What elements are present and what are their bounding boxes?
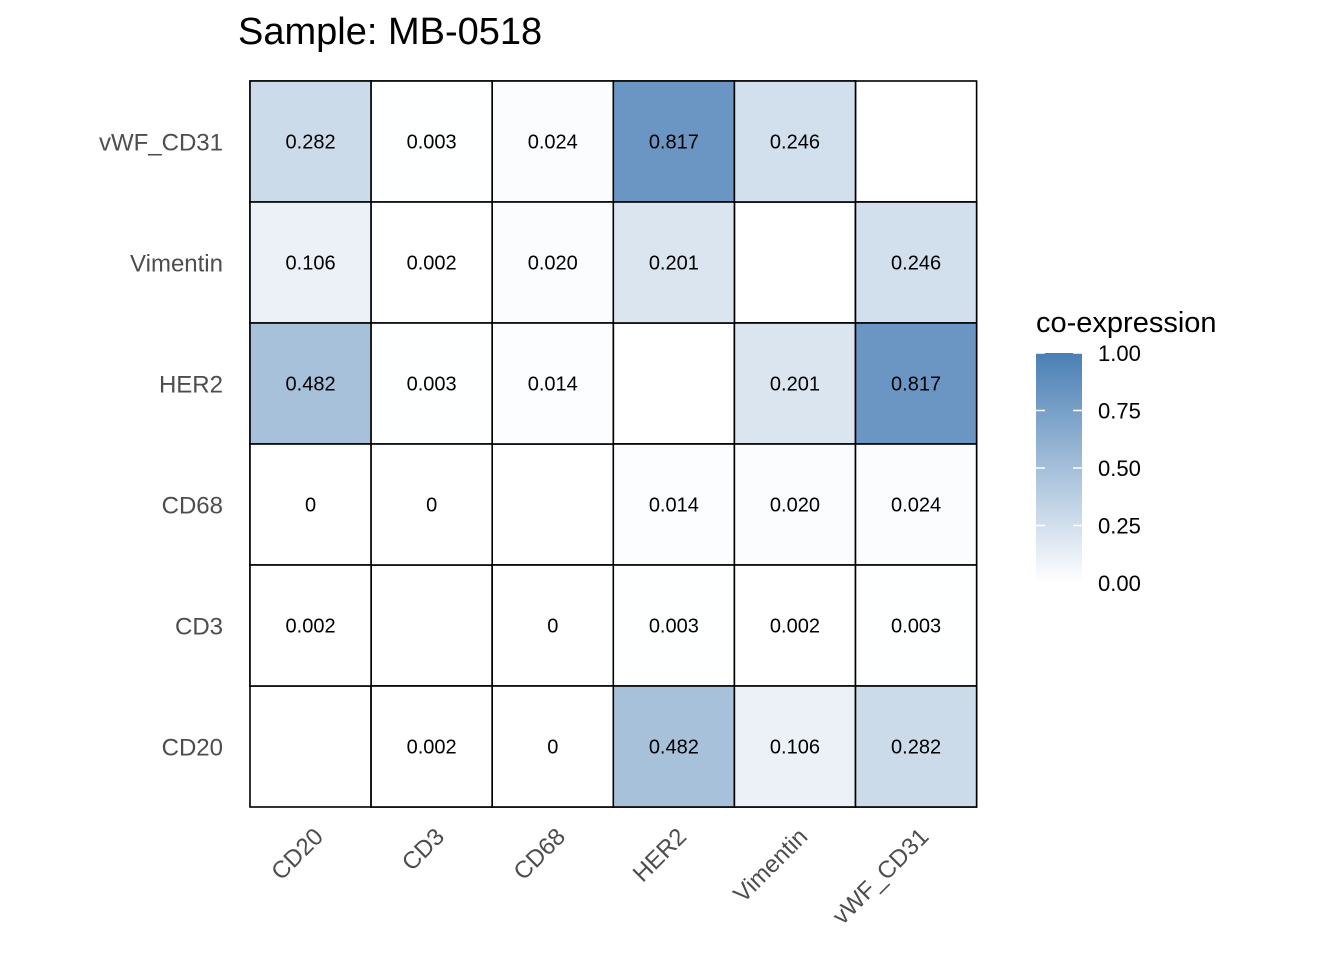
cell-value-label: 0.817: [649, 132, 699, 154]
heatmap-cell: [854, 201, 978, 324]
cell-value-label: 0.020: [770, 495, 820, 517]
heatmap-cell: [733, 564, 857, 687]
heatmap-cell: [249, 564, 372, 687]
cell-value-label: 0.003: [891, 616, 941, 638]
cell-value-label: 0.106: [286, 253, 336, 275]
cell-value-label: 0.246: [770, 132, 820, 154]
y-tick-label: vWF_CD31: [99, 130, 223, 157]
heatmap-cell: [854, 322, 978, 445]
heatmap-cell: [491, 201, 615, 324]
cell-value-label: 0.201: [649, 253, 699, 275]
x-tick-label: vWF_CD31: [827, 823, 934, 930]
legend-tick-label: 0.25: [1098, 514, 1141, 539]
x-tick-label: Vimentin: [728, 823, 813, 908]
heatmap-cell: [491, 322, 615, 445]
x-tick-label: CD20: [266, 823, 328, 885]
cell-value-label: 0.817: [891, 374, 941, 396]
heatmap-cell: [854, 685, 978, 808]
cell-value-label: 0.002: [407, 253, 457, 275]
legend-tick-label: 0.75: [1098, 399, 1141, 424]
cell-value-label: 0.024: [891, 495, 941, 517]
heatmap-cell: [612, 564, 736, 687]
cell-value-label: 0.106: [770, 737, 820, 759]
heatmap-cell-frame: [612, 322, 736, 445]
x-tick-label: HER2: [628, 823, 692, 887]
cell-value-label: 0.482: [286, 374, 336, 396]
heatmap-cell: [733, 443, 857, 566]
y-tick-label: CD3: [175, 614, 223, 641]
heatmap-cell: [249, 201, 372, 324]
cell-value-label: 0.482: [649, 737, 699, 759]
y-tick-label: Vimentin: [130, 251, 223, 278]
cell-value-label: 0: [547, 737, 558, 759]
cell-value-label: 0: [547, 616, 558, 638]
cell-value-label: 0.282: [891, 737, 941, 759]
cell-value-label: 0.282: [286, 132, 336, 154]
y-axis-tick-labels: CD20 CD3 CD68 HER2 Vimentin vWF_CD31: [99, 130, 223, 762]
heatmap-cell: [249, 443, 372, 566]
heatmap-cell-frame: [370, 564, 494, 687]
legend-tick-label: 1.00: [1098, 341, 1141, 366]
heatmap-cell-frame: [733, 201, 857, 324]
heatmap-cells: 0.282 0.003 0.024 0.817 0.246 0.106 0.002 0.020…: [249, 80, 978, 808]
x-tick-label: CD3: [397, 823, 450, 876]
heatmap-cell: [491, 685, 615, 808]
cell-value-label: 0.020: [528, 253, 578, 275]
cell-value-label: 0.002: [286, 616, 336, 638]
heatmap-cell: [612, 201, 736, 324]
cell-value-label: 0.003: [649, 616, 699, 638]
heatmap-cell: [370, 201, 494, 324]
heatmap-cell: [733, 80, 857, 203]
legend-tick-label: 0.00: [1098, 571, 1141, 596]
heatmap-cell: [249, 80, 372, 203]
legend-title: co-expression: [1036, 307, 1217, 339]
color-legend: co-expression 1.00 0.75 0.50 0.25 0.00: [1036, 307, 1217, 596]
y-tick-label: CD68: [162, 493, 223, 520]
cell-value-label: 0.003: [407, 132, 457, 154]
cell-value-label: 0.246: [891, 253, 941, 275]
heatmap-cell: [612, 443, 736, 566]
cell-value-label: 0.002: [770, 616, 820, 638]
heatmap-cell-frame: [249, 685, 372, 808]
cell-value-label: 0: [426, 495, 437, 517]
chart-title: Sample: MB-0518: [238, 11, 542, 53]
cell-value-label: 0: [305, 495, 316, 517]
heatmap-cell: [370, 443, 494, 566]
cell-value-label: 0.024: [528, 132, 578, 154]
heatmap-cell: [612, 685, 736, 808]
heatmap-cell: [854, 564, 978, 687]
cell-value-label: 0.201: [770, 374, 820, 396]
cell-value-label: 0.014: [528, 374, 578, 396]
heatmap-cell-frame: [491, 443, 615, 566]
x-tick-label: CD68: [509, 823, 571, 885]
heatmap-cell-frame: [854, 80, 978, 203]
x-axis-tick-labels: CD20 CD3 CD68 HER2 Vimentin vWF_CD31: [266, 823, 934, 930]
cell-value-label: 0.003: [407, 374, 457, 396]
y-tick-label: CD20: [162, 735, 223, 762]
heatmap-cell: [733, 685, 857, 808]
heatmap-cell: [370, 685, 494, 808]
heatmap-cell: [854, 443, 978, 566]
heatmap-cell: [370, 322, 494, 445]
legend-tick-label: 0.50: [1098, 456, 1141, 481]
cell-value-label: 0.014: [649, 495, 699, 517]
y-tick-label: HER2: [159, 372, 223, 399]
cell-value-label: 0.002: [407, 737, 457, 759]
